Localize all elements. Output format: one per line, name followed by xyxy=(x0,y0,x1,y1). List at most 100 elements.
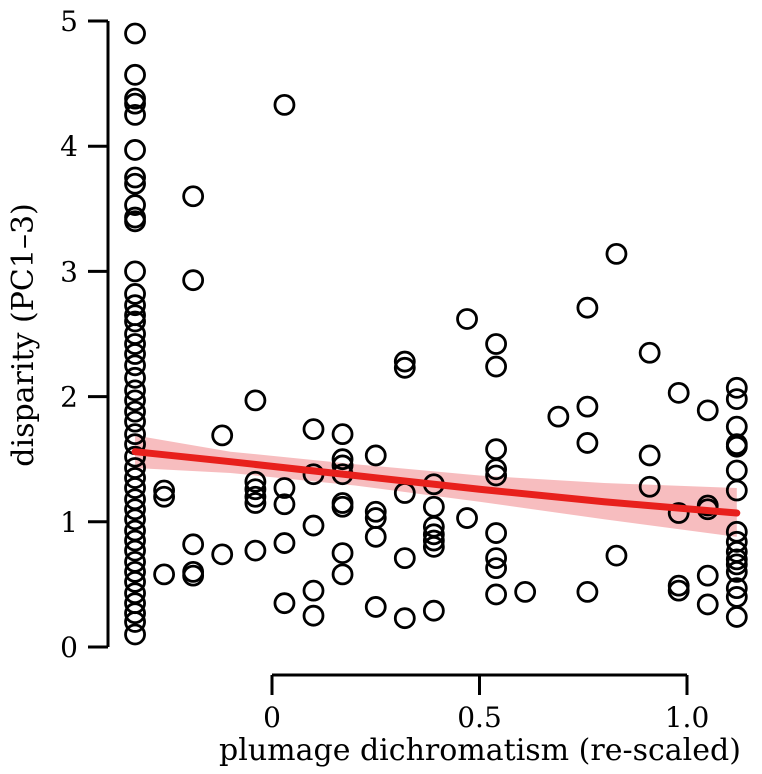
data-point xyxy=(638,475,661,498)
data-point xyxy=(725,459,748,482)
y-tick-label: 2 xyxy=(60,381,78,414)
data-point xyxy=(725,376,748,399)
data-point xyxy=(124,602,146,625)
data-point xyxy=(244,492,267,514)
data-point xyxy=(331,448,354,471)
data-point xyxy=(124,400,146,423)
data-point xyxy=(153,479,176,502)
data-point xyxy=(696,593,719,616)
x-axis-label: plumage dichromatism (re-scaled) xyxy=(219,733,741,768)
data-point xyxy=(124,172,146,195)
data-point xyxy=(364,500,387,523)
data-point xyxy=(124,477,146,499)
data-point xyxy=(456,308,478,330)
data-point xyxy=(605,544,628,567)
data-point xyxy=(124,445,146,468)
data-point xyxy=(393,607,416,630)
data-point xyxy=(273,493,296,516)
data-point xyxy=(331,423,354,446)
data-point xyxy=(124,611,146,633)
data-point xyxy=(244,470,267,493)
data-point xyxy=(273,592,296,615)
data-point xyxy=(124,623,146,646)
data-point xyxy=(302,418,325,441)
data-point xyxy=(485,522,508,544)
data-point xyxy=(331,563,354,586)
data-point xyxy=(273,93,296,116)
data-point xyxy=(124,63,146,86)
data-point xyxy=(124,366,146,389)
data-point xyxy=(725,606,748,628)
data-point xyxy=(302,604,325,627)
data-point xyxy=(485,333,508,355)
x-tick-label: 1.0 xyxy=(665,701,710,734)
data-point xyxy=(124,570,146,593)
y-axis-label: disparity (PC1–3) xyxy=(6,203,41,466)
data-point xyxy=(182,564,205,587)
data-point xyxy=(182,533,205,556)
data-point xyxy=(124,343,146,365)
data-point xyxy=(514,581,537,603)
data-point xyxy=(124,410,146,433)
data-point xyxy=(667,381,690,404)
data-point xyxy=(667,502,690,524)
data-point xyxy=(124,194,146,216)
data-point xyxy=(244,485,267,508)
data-point xyxy=(696,399,719,422)
data-point xyxy=(124,283,146,305)
data-point xyxy=(485,464,508,487)
data-point xyxy=(302,579,325,602)
data-point xyxy=(576,395,599,418)
data-point xyxy=(331,542,354,564)
data-point xyxy=(124,539,146,562)
data-point xyxy=(124,333,146,355)
data-point xyxy=(576,581,599,603)
data-point xyxy=(364,596,387,618)
data-point xyxy=(124,104,146,126)
y-tick-label: 4 xyxy=(60,130,78,163)
data-point xyxy=(124,92,146,115)
y-tick-label: 0 xyxy=(60,631,78,664)
x-tick-label: 0.5 xyxy=(457,701,502,734)
data-point xyxy=(725,577,748,600)
data-point xyxy=(244,539,267,562)
data-point xyxy=(124,166,146,189)
data-point xyxy=(124,389,146,412)
data-point xyxy=(302,514,325,537)
data-point xyxy=(485,355,508,378)
data-point xyxy=(124,560,146,583)
data-point xyxy=(124,310,146,333)
data-point xyxy=(124,210,146,233)
data-point xyxy=(422,495,445,518)
data-point xyxy=(605,242,628,265)
data-point xyxy=(485,557,508,580)
data-point xyxy=(725,479,748,502)
data-point xyxy=(422,523,445,546)
data-point xyxy=(422,599,445,622)
data-point xyxy=(638,341,661,364)
data-point xyxy=(124,139,146,161)
data-point xyxy=(331,495,354,518)
data-point xyxy=(153,485,176,508)
data-point xyxy=(182,269,205,292)
data-point xyxy=(124,498,146,521)
data-point xyxy=(485,583,508,606)
data-point xyxy=(393,350,416,373)
axes-layer: 0 1 2 3 4 5 0 0.5 1.0 xyxy=(60,5,709,734)
y-tick-label: 5 xyxy=(60,5,78,38)
data-point xyxy=(273,477,296,499)
data-point xyxy=(547,405,570,428)
data-point xyxy=(364,525,387,548)
data-point xyxy=(456,507,478,529)
data-point xyxy=(124,508,146,531)
data-point xyxy=(182,185,205,208)
y-tick-label: 3 xyxy=(60,255,78,288)
data-point xyxy=(725,530,748,553)
data-point xyxy=(576,296,599,319)
data-point xyxy=(124,22,146,45)
data-point xyxy=(393,547,416,570)
data-point xyxy=(725,553,748,576)
data-point xyxy=(211,424,234,447)
data-point xyxy=(485,458,508,481)
